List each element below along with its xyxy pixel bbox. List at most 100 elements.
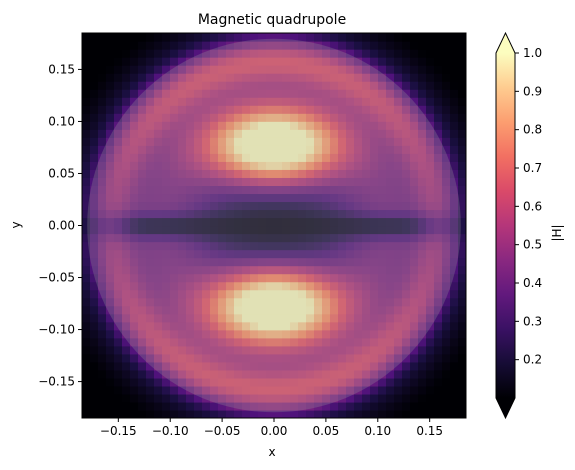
heatmap-cell [314, 345, 323, 355]
heatmap-cell [146, 33, 155, 42]
heatmap-cell [162, 41, 171, 50]
heatmap-cell [138, 233, 147, 243]
heatmap-cell [418, 161, 427, 170]
heatmap-cell [90, 113, 99, 122]
heatmap-cell [442, 361, 451, 371]
heatmap-cell [90, 369, 99, 379]
heatmap-cell [354, 273, 363, 283]
heatmap-cell [106, 41, 115, 50]
heatmap-cell [386, 33, 395, 42]
heatmap-cell [106, 297, 115, 307]
heatmap-cell [370, 361, 379, 371]
heatmap-cell [138, 121, 147, 130]
heatmap-cell [146, 233, 155, 243]
heatmap-cell [266, 353, 275, 363]
heatmap-cell [114, 241, 123, 251]
heatmap-cell [122, 97, 131, 106]
heatmap-cell [138, 89, 147, 98]
heatmap-cell [122, 289, 131, 299]
heatmap-cell [194, 273, 203, 283]
heatmap-cell [106, 129, 115, 138]
heatmap-cell [290, 369, 299, 379]
heatmap-cell [138, 385, 147, 395]
heatmap-cell [122, 41, 131, 50]
heatmap-cell [362, 409, 371, 418]
heatmap-cell [378, 153, 387, 162]
heatmap-cell [234, 281, 243, 291]
heatmap-cell [314, 369, 323, 379]
heatmap-cell [266, 297, 275, 307]
heatmap-cell [202, 49, 211, 58]
heatmap-cell [210, 377, 219, 387]
heatmap-cell [234, 409, 243, 418]
heatmap-cell [106, 65, 115, 74]
heatmap-cell [242, 121, 251, 130]
heatmap-cell [386, 385, 395, 395]
heatmap-cell [210, 225, 219, 235]
heatmap-cell [106, 201, 115, 211]
heatmap-cell [242, 401, 251, 411]
heatmap-cell [186, 113, 195, 122]
heatmap-cell [250, 385, 259, 395]
heatmap-cell [266, 65, 275, 74]
heatmap-cell [282, 81, 291, 90]
y-tick-label: −0.10 [38, 323, 75, 337]
heatmap-cell [146, 177, 155, 186]
heatmap-cell [226, 361, 235, 371]
heatmap-cell [194, 369, 203, 379]
heatmap-cell [298, 393, 307, 403]
heatmap-cell [306, 33, 315, 42]
heatmap-cell [202, 377, 211, 387]
heatmap-cell [226, 313, 235, 323]
heatmap-cell [242, 297, 251, 307]
heatmap-cell [402, 337, 411, 347]
heatmap-cell [98, 305, 107, 315]
heatmap-cell [354, 113, 363, 122]
heatmap-cell [146, 353, 155, 363]
heatmap-cell [122, 129, 131, 138]
heatmap-cell [170, 233, 179, 243]
heatmap-cell [194, 265, 203, 275]
heatmap-cell [258, 169, 267, 178]
heatmap-cell [138, 393, 147, 403]
heatmap-cell [418, 273, 427, 283]
heatmap-cell [282, 73, 291, 82]
heatmap-cell [162, 353, 171, 363]
heatmap-cell [218, 169, 227, 178]
heatmap-cell [170, 321, 179, 331]
heatmap-cell [90, 257, 99, 267]
heatmap-cell [218, 129, 227, 138]
heatmap-cell [242, 89, 251, 98]
heatmap-cell [202, 393, 211, 403]
heatmap-cell [394, 217, 403, 227]
heatmap-cell [98, 177, 107, 186]
heatmap-cell [346, 345, 355, 355]
heatmap-cell [402, 225, 411, 235]
heatmap-cell [218, 345, 227, 355]
heatmap-cell [402, 49, 411, 58]
heatmap-cell [338, 33, 347, 42]
heatmap-cell [266, 361, 275, 371]
heatmap-cell [330, 161, 339, 170]
heatmap-cell [82, 57, 91, 66]
heatmap-cell [178, 385, 187, 395]
heatmap-cell [162, 305, 171, 315]
heatmap-cell [298, 41, 307, 50]
heatmap-cell [426, 313, 435, 323]
heatmap-cell [418, 129, 427, 138]
heatmap-cell [426, 49, 435, 58]
heatmap-cell [394, 281, 403, 291]
heatmap-cell [114, 249, 123, 259]
heatmap-cell [194, 393, 203, 403]
heatmap-cell [218, 145, 227, 154]
heatmap-cell [106, 169, 115, 178]
heatmap-cell [354, 337, 363, 347]
heatmap-cell [170, 313, 179, 323]
heatmap-cell [290, 153, 299, 162]
heatmap-cell [274, 65, 283, 74]
heatmap-cell [282, 105, 291, 114]
heatmap-cell [306, 241, 315, 251]
heatmap-cell [226, 145, 235, 154]
heatmap-cell [426, 97, 435, 106]
heatmap-cell [90, 265, 99, 275]
